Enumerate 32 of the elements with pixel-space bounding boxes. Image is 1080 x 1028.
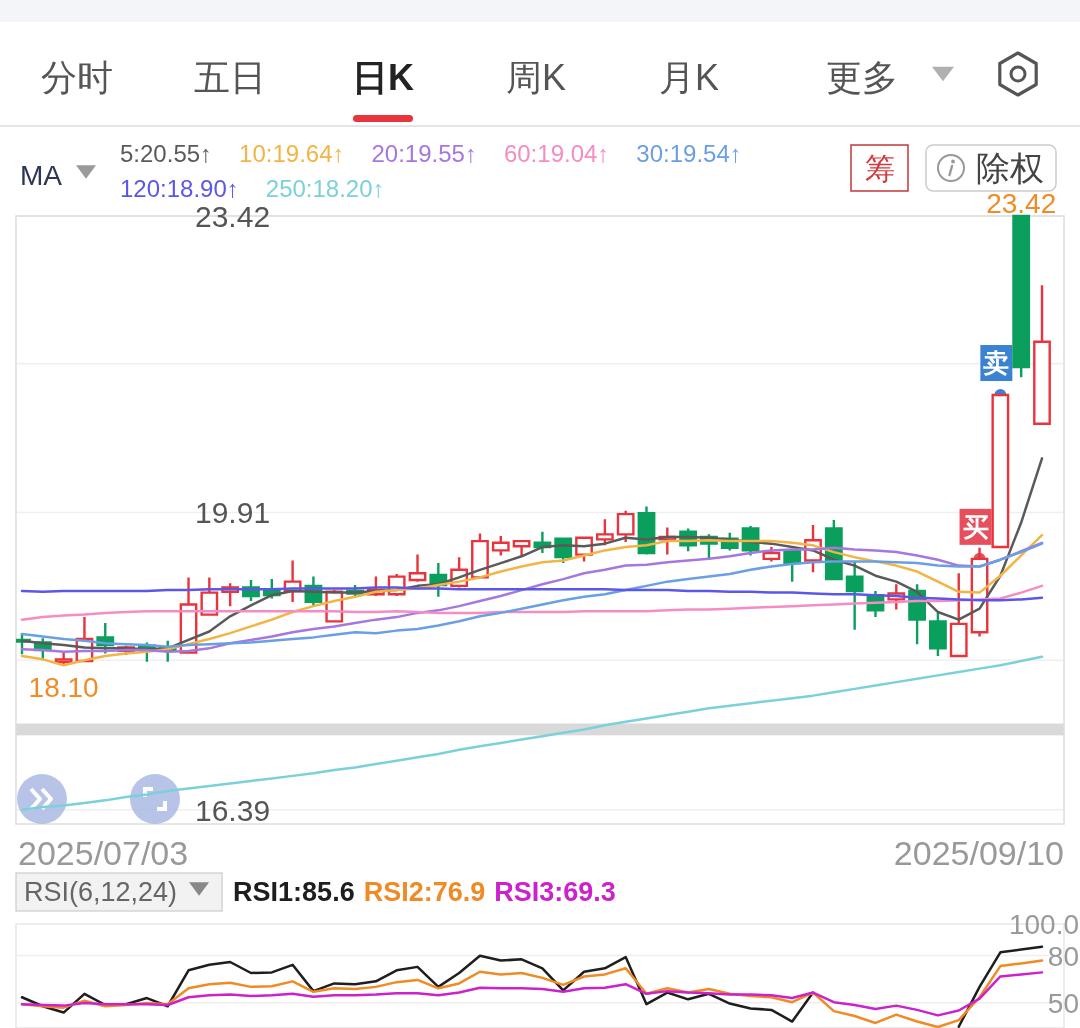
- text: 更多: [826, 56, 898, 98]
- annotation: 买: [962, 511, 989, 542]
- text: 分时: [41, 56, 113, 98]
- text: 五日: [194, 56, 266, 98]
- text: 10:19.64↑: [239, 139, 345, 167]
- y-tick-label: 16.39: [195, 793, 271, 827]
- text: 月K: [658, 56, 720, 98]
- text: 120:18.90↑: [120, 174, 239, 202]
- text: 除权: [976, 149, 1044, 187]
- text: 2025/07/03: [18, 834, 189, 872]
- text: RSI1:85.6: [233, 877, 355, 907]
- y-tick-label: 80: [1047, 940, 1079, 972]
- text: 筹: [864, 151, 895, 185]
- text: 2025/09/10: [893, 834, 1064, 872]
- y-tick-label: 100.0: [1008, 908, 1079, 940]
- text: 5:20.55↑: [120, 139, 213, 167]
- text: 60:19.04↑: [503, 139, 610, 167]
- y-tick-label: 23.42: [195, 199, 271, 233]
- y-tick-label: 50: [1047, 987, 1079, 1019]
- text: 周K: [505, 56, 567, 98]
- text: 30:19.54↑: [636, 139, 742, 167]
- legend-title: MA: [20, 159, 63, 191]
- y-tick-label: 19.91: [195, 495, 271, 529]
- annotation: 18.10: [28, 671, 99, 703]
- text: RSI3:69.3: [494, 877, 616, 907]
- legend-title: RSI(6,12,24): [24, 877, 178, 907]
- text: RSI2:76.9: [363, 877, 486, 907]
- text: 250:18.20↑: [265, 174, 385, 202]
- annotation: 卖: [983, 348, 1010, 379]
- annotation: 23.42: [986, 187, 1057, 219]
- text: 20:19.55↑: [371, 139, 477, 167]
- text: 日K: [352, 56, 414, 98]
